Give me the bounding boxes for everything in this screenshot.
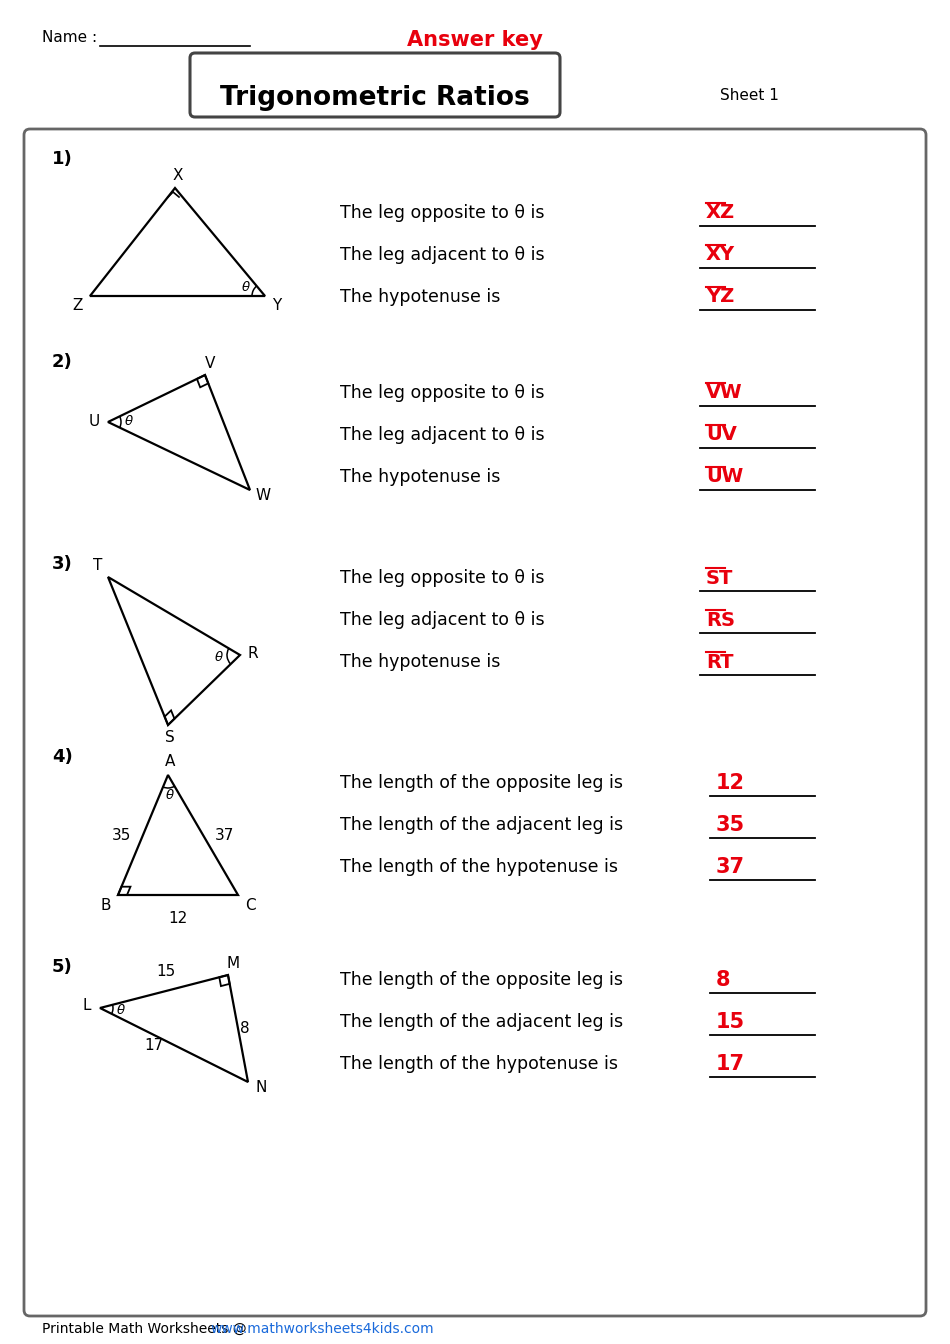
Text: 12: 12 bbox=[168, 911, 188, 926]
Text: 2): 2) bbox=[52, 353, 73, 371]
Text: The leg opposite to θ is: The leg opposite to θ is bbox=[340, 204, 544, 222]
Text: The leg opposite to θ is: The leg opposite to θ is bbox=[340, 384, 544, 402]
Text: θ: θ bbox=[165, 789, 174, 802]
Text: UV: UV bbox=[706, 426, 737, 445]
Text: 15: 15 bbox=[157, 965, 176, 980]
Text: Y: Y bbox=[273, 298, 281, 313]
Text: θ: θ bbox=[125, 415, 133, 429]
Text: The leg adjacent to θ is: The leg adjacent to θ is bbox=[340, 426, 544, 444]
Text: The leg adjacent to θ is: The leg adjacent to θ is bbox=[340, 246, 544, 263]
Text: The length of the hypotenuse is: The length of the hypotenuse is bbox=[340, 1055, 618, 1073]
Text: T: T bbox=[93, 558, 103, 573]
Text: XZ: XZ bbox=[706, 203, 735, 223]
Text: RT: RT bbox=[706, 652, 733, 672]
Text: 35: 35 bbox=[112, 828, 131, 843]
Text: The hypotenuse is: The hypotenuse is bbox=[340, 653, 501, 671]
FancyBboxPatch shape bbox=[24, 129, 926, 1316]
Text: 17: 17 bbox=[144, 1038, 164, 1052]
Text: UW: UW bbox=[706, 468, 743, 487]
Text: 37: 37 bbox=[716, 857, 745, 878]
Text: U: U bbox=[88, 414, 100, 430]
Text: YZ: YZ bbox=[706, 288, 734, 306]
Text: ST: ST bbox=[706, 569, 733, 587]
Text: 15: 15 bbox=[716, 1012, 745, 1032]
Text: 35: 35 bbox=[716, 814, 745, 835]
Text: 1): 1) bbox=[52, 151, 73, 168]
Text: The length of the adjacent leg is: The length of the adjacent leg is bbox=[340, 816, 623, 835]
Text: Sheet 1: Sheet 1 bbox=[720, 87, 779, 103]
Text: www.mathworksheets4kids.com: www.mathworksheets4kids.com bbox=[210, 1322, 433, 1336]
Text: S: S bbox=[165, 731, 175, 746]
Text: 8: 8 bbox=[240, 1021, 250, 1036]
Text: 17: 17 bbox=[716, 1054, 745, 1074]
Text: VW: VW bbox=[706, 383, 743, 402]
Text: 12: 12 bbox=[716, 773, 745, 793]
FancyBboxPatch shape bbox=[190, 52, 560, 117]
Text: The length of the adjacent leg is: The length of the adjacent leg is bbox=[340, 1013, 623, 1031]
Text: N: N bbox=[256, 1079, 267, 1094]
Text: The leg opposite to θ is: The leg opposite to θ is bbox=[340, 569, 544, 587]
Text: B: B bbox=[101, 898, 111, 913]
Text: RS: RS bbox=[706, 610, 735, 629]
Text: Printable Math Worksheets @: Printable Math Worksheets @ bbox=[42, 1322, 251, 1336]
Text: θ: θ bbox=[117, 1004, 125, 1016]
Text: The length of the opposite leg is: The length of the opposite leg is bbox=[340, 970, 623, 989]
Text: A: A bbox=[164, 754, 175, 770]
Text: The hypotenuse is: The hypotenuse is bbox=[340, 288, 501, 306]
Text: M: M bbox=[226, 956, 239, 970]
Text: L: L bbox=[83, 999, 91, 1013]
Text: The hypotenuse is: The hypotenuse is bbox=[340, 468, 501, 487]
Text: θ: θ bbox=[215, 650, 223, 664]
Text: 4): 4) bbox=[52, 749, 73, 766]
Text: 37: 37 bbox=[215, 828, 235, 843]
Text: 5): 5) bbox=[52, 958, 73, 976]
Ellipse shape bbox=[70, 410, 210, 570]
Ellipse shape bbox=[155, 456, 265, 564]
Text: Z: Z bbox=[73, 298, 84, 313]
Text: 8: 8 bbox=[716, 970, 731, 991]
Text: Answer key: Answer key bbox=[407, 30, 543, 50]
Text: R: R bbox=[248, 645, 258, 660]
Text: 3): 3) bbox=[52, 555, 73, 573]
Ellipse shape bbox=[521, 422, 880, 978]
Text: W: W bbox=[256, 488, 271, 503]
Text: θ: θ bbox=[242, 281, 250, 293]
Text: The length of the hypotenuse is: The length of the hypotenuse is bbox=[340, 857, 618, 876]
Text: X: X bbox=[173, 168, 183, 184]
Text: XY: XY bbox=[706, 246, 735, 265]
Text: The leg adjacent to θ is: The leg adjacent to θ is bbox=[340, 612, 544, 629]
Text: C: C bbox=[245, 898, 256, 913]
Text: V: V bbox=[205, 356, 216, 371]
Text: The length of the opposite leg is: The length of the opposite leg is bbox=[340, 774, 623, 792]
Text: Trigonometric Ratios: Trigonometric Ratios bbox=[220, 85, 530, 112]
Text: Name :: Name : bbox=[42, 30, 97, 44]
